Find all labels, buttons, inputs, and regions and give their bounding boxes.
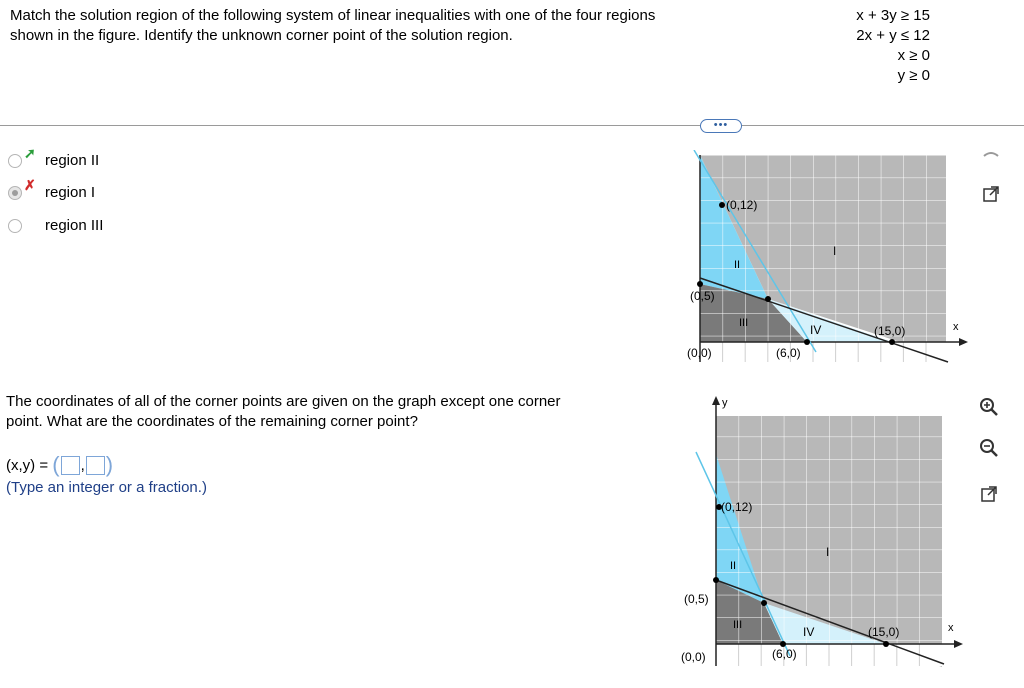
zoom-out-icon[interactable] (978, 437, 1000, 459)
label-15-0: (15,0) (874, 324, 905, 338)
region-iii-label: III (733, 619, 742, 631)
question-line-2: shown in the figure. Identify the unknow… (10, 27, 513, 44)
close-paren: ) (105, 452, 114, 477)
y-axis-label: y (722, 397, 728, 409)
line-2x-plus-y (693, 150, 817, 353)
region-iii-label: III (739, 317, 748, 329)
region-ii-label: II (730, 560, 736, 572)
more-button[interactable]: ••• (700, 119, 742, 133)
label-0-0: (0,0) (681, 650, 706, 664)
x-axis-label: x (953, 321, 959, 333)
answer-prefix: (x,y) = (6, 456, 49, 474)
grid (700, 155, 946, 342)
comma: , (80, 456, 85, 474)
x-axis-label: x (948, 622, 954, 634)
label-0-5: (0,5) (690, 289, 715, 303)
region-i-label: I (826, 545, 829, 559)
grid (716, 416, 942, 644)
option-label: region I (45, 184, 96, 201)
inequality-4: y ≥ 0 (897, 67, 930, 84)
inequality-1: x + 3y ≥ 15 (856, 7, 930, 24)
label-0-0: (0,0) (687, 346, 712, 360)
label-6-0: (6,0) (776, 346, 801, 360)
label-0-12: (0,12) (726, 198, 757, 212)
line-x-plus-3y (715, 579, 945, 665)
cross-icon: ✗ (24, 177, 36, 193)
check-icon: ➚ (24, 145, 36, 161)
question-line-1: Match the solution region of the followi… (10, 7, 656, 24)
label-0-5: (0,5) (684, 592, 709, 606)
corner-question: The coordinates of all of the corner poi… (6, 392, 646, 432)
answer-row: (x,y) = ( , ) (6, 452, 114, 477)
region-i-label: I (833, 244, 836, 258)
line-2x-plus-y (695, 451, 791, 657)
corner-question-line-1: The coordinates of all of the corner poi… (6, 393, 561, 410)
region-ii-label: II (734, 259, 740, 271)
option-region-ii[interactable]: ➚ region II (8, 145, 99, 171)
radio-region-iii[interactable] (8, 219, 22, 233)
pin-icon[interactable] (980, 143, 1002, 165)
label-15-0: (15,0) (868, 625, 899, 639)
open-paren: ( (52, 452, 60, 477)
y-coordinate-input[interactable] (85, 455, 105, 475)
popout-icon[interactable] (978, 483, 1000, 505)
region-iv-label: IV (803, 625, 814, 639)
line-x-plus-3y (699, 277, 949, 363)
inequality-system: x + 3y ≥ 15 2x + y ≤ 12 x ≥ 0 y ≥ 0 (820, 6, 930, 86)
radio-region-ii[interactable] (8, 154, 22, 168)
inequality-2: 2x + y ≤ 12 (856, 27, 930, 44)
region-iv-label: IV (810, 323, 821, 337)
option-label: region II (45, 152, 100, 169)
graph-top: (0,12) (0,5) (0,0) (6,0) (15,0) I II III… (687, 150, 968, 363)
popout-icon[interactable] (980, 183, 1002, 205)
x-coordinate-input[interactable] (60, 455, 80, 475)
inequality-3: x ≥ 0 (897, 47, 930, 64)
hint-text: (Type an integer or a fraction.) (6, 479, 207, 496)
radio-region-i[interactable] (8, 186, 22, 200)
option-region-i[interactable]: ✗ region I (8, 177, 95, 203)
graph-bottom: y (0,12) (0,5) (0,0) (6,0) (15,0) I II I… (681, 396, 963, 667)
corner-question-line-2: point. What are the coordinates of the r… (6, 413, 418, 430)
label-0-12: (0,12) (721, 500, 752, 514)
question-text: Match the solution region of the followi… (10, 6, 770, 46)
label-6-0: (6,0) (772, 647, 797, 661)
zoom-in-icon[interactable] (978, 396, 1000, 418)
option-label: region III (45, 217, 104, 234)
option-region-iii[interactable]: region III (8, 216, 103, 236)
divider (0, 125, 1024, 126)
